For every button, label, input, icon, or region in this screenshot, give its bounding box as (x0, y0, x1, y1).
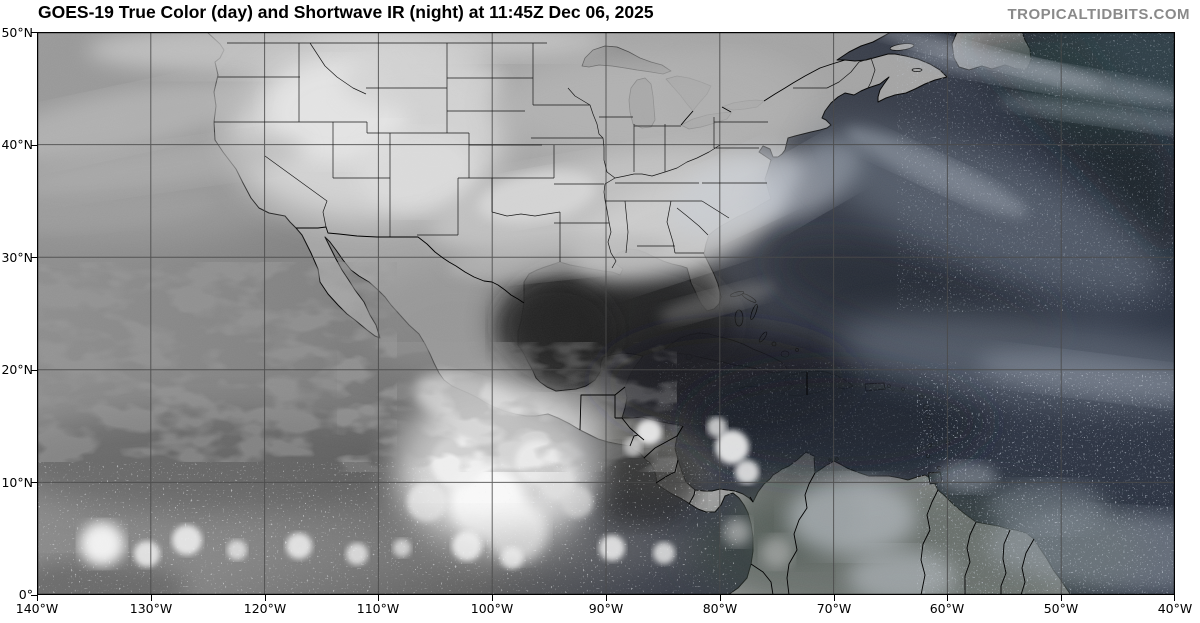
country-borders (296, 59, 1035, 596)
lon-tick (151, 595, 152, 601)
state-borders (214, 42, 876, 269)
lon-tick (265, 595, 266, 601)
lon-label-120w: 120°W (243, 601, 287, 616)
lon-tick (720, 595, 721, 601)
lon-label-70w: 70°W (816, 601, 852, 616)
lon-tick (834, 595, 835, 601)
lon-tick (1061, 595, 1062, 601)
lat-tick (31, 370, 37, 371)
graticule (37, 32, 1175, 595)
lat-label-30n: 30°N (1, 250, 33, 265)
lat-tick (31, 482, 37, 483)
lat-label-50n: 50°N (1, 25, 33, 40)
lon-label-50w: 50°W (1043, 601, 1079, 616)
lon-label-130w: 130°W (129, 601, 173, 616)
lat-tick (31, 257, 37, 258)
lon-label-90w: 90°W (588, 601, 624, 616)
lat-label-20n: 20°N (1, 362, 33, 377)
lon-tick (37, 595, 38, 601)
lon-tick (1174, 595, 1175, 601)
plot-frame (37, 32, 1176, 595)
lon-label-140w: 140°W (15, 601, 59, 616)
page-title: GOES-19 True Color (day) and Shortwave I… (38, 2, 654, 22)
lon-label-40w: 40°W (1157, 601, 1193, 616)
lon-tick (606, 595, 607, 601)
lon-label-60w: 60°W (929, 601, 965, 616)
lon-label-100w: 100°W (470, 601, 514, 616)
lon-tick (492, 595, 493, 601)
lat-label-10n: 10°N (1, 475, 33, 490)
lon-tick (947, 595, 948, 601)
lat-tick (31, 145, 37, 146)
lat-label-40n: 40°N (1, 137, 33, 152)
lon-label-80w: 80°W (702, 601, 738, 616)
branding-watermark: TROPICALTIDBITS.COM (1007, 6, 1190, 23)
lat-label-0: 0° (18, 587, 33, 602)
lat-tick (31, 595, 37, 596)
lon-label-110w: 110°W (356, 601, 400, 616)
lat-tick (31, 32, 37, 33)
lon-tick (378, 595, 379, 601)
